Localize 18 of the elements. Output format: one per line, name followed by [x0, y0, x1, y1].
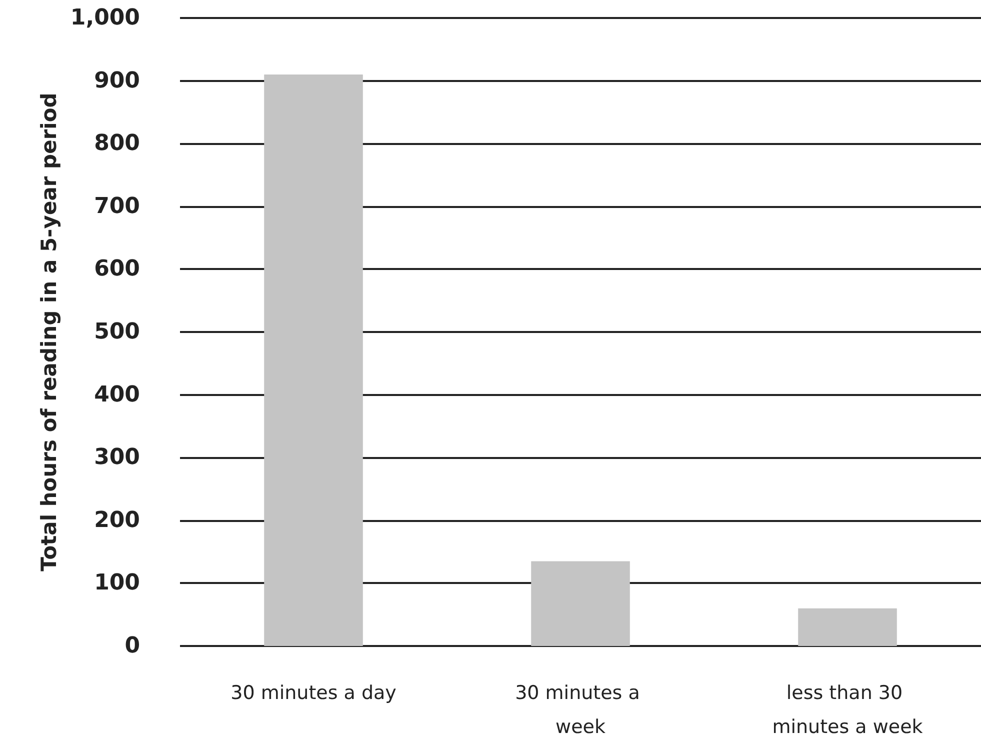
- bar: [798, 608, 897, 646]
- y-tick-label: 700: [94, 194, 140, 219]
- y-tick-label: 800: [94, 131, 140, 156]
- y-tick-label: 500: [94, 320, 140, 344]
- y-tick-label: 300: [94, 445, 140, 470]
- bar: [531, 561, 630, 646]
- y-tick-label: 600: [94, 256, 140, 282]
- y-tick-label: 200: [94, 508, 140, 533]
- y-axis-title: Total hours of reading in a 5-year period: [37, 92, 62, 572]
- x-tick-label: less than 30 minutes a week: [772, 682, 923, 738]
- y-tick-label: 100: [94, 570, 140, 596]
- y-tick-label: 1,000: [70, 6, 140, 30]
- bar: [264, 74, 363, 646]
- y-tick-label: 900: [94, 68, 140, 94]
- y-tick-label: 0: [124, 634, 140, 658]
- x-tick-label: 30 minutes a week: [515, 682, 646, 738]
- x-tick-label: 30 minutes a day: [230, 682, 396, 704]
- y-tick-label: 400: [94, 382, 140, 408]
